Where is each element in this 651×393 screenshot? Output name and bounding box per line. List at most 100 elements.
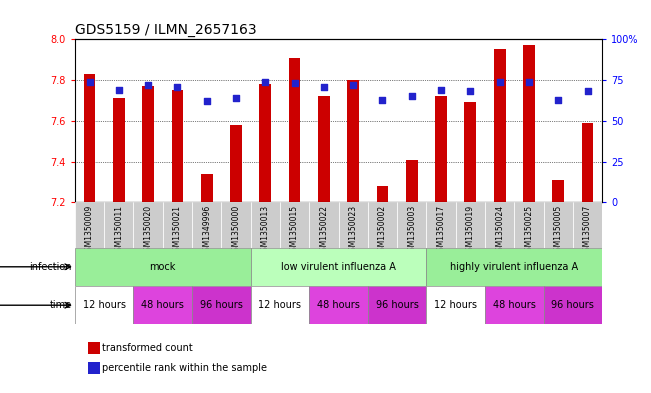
Bar (368, 286, 426, 325)
Bar (251, 202, 280, 248)
Text: GSM1350025: GSM1350025 (525, 205, 533, 256)
Point (495, 79, 505, 85)
Bar (426, 248, 602, 286)
Bar (133, 202, 163, 248)
Point (85, 79, 95, 85)
Point (553, 97, 564, 103)
Bar (436, 96, 447, 202)
Point (260, 79, 271, 85)
Text: GSM1350023: GSM1350023 (349, 205, 357, 256)
Bar (485, 202, 514, 248)
Point (202, 98, 212, 105)
Point (143, 82, 154, 88)
Text: GSM1350003: GSM1350003 (408, 205, 416, 256)
Bar (104, 202, 133, 248)
Text: GSM1350009: GSM1350009 (85, 205, 94, 256)
Bar (368, 202, 397, 248)
Text: time: time (49, 300, 72, 310)
Text: highly virulent influenza A: highly virulent influenza A (450, 262, 578, 272)
Text: 96 hours: 96 hours (376, 300, 419, 310)
Text: GSM1350020: GSM1350020 (144, 205, 152, 256)
Text: 48 hours: 48 hours (317, 300, 360, 310)
Bar (133, 286, 192, 325)
Bar (426, 202, 456, 248)
Bar (485, 286, 544, 325)
Bar (377, 186, 389, 202)
Bar (309, 286, 368, 325)
Point (378, 97, 388, 103)
Bar (465, 103, 477, 202)
Text: GSM1350011: GSM1350011 (115, 205, 123, 256)
Point (289, 80, 299, 86)
Bar (426, 286, 485, 325)
Text: 96 hours: 96 hours (551, 300, 594, 310)
Bar (552, 180, 564, 202)
Text: GSM1350021: GSM1350021 (173, 205, 182, 256)
Point (523, 79, 534, 85)
Point (406, 93, 417, 99)
Bar (75, 202, 104, 248)
Bar (280, 202, 309, 248)
Bar (289, 58, 301, 202)
Text: GSM1350000: GSM1350000 (232, 205, 240, 256)
Point (583, 88, 593, 95)
Text: GSM1350015: GSM1350015 (290, 205, 299, 256)
Point (465, 88, 476, 95)
Text: GSM1350013: GSM1350013 (261, 205, 270, 256)
Text: 96 hours: 96 hours (200, 300, 243, 310)
Bar (259, 84, 271, 202)
Text: GSM1350022: GSM1350022 (320, 205, 328, 256)
Bar (514, 202, 544, 248)
Bar (582, 123, 594, 202)
Text: GSM1349996: GSM1349996 (202, 205, 211, 256)
Text: GSM1350005: GSM1350005 (554, 205, 562, 256)
Bar (192, 202, 221, 248)
Bar (230, 125, 242, 202)
Point (173, 83, 183, 90)
Text: percentile rank within the sample: percentile rank within the sample (102, 363, 267, 373)
Text: GSM1350019: GSM1350019 (466, 205, 475, 256)
Bar (251, 248, 426, 286)
Bar (163, 202, 192, 248)
Bar (544, 286, 602, 325)
Bar (143, 86, 154, 202)
Text: 12 hours: 12 hours (83, 300, 126, 310)
Bar (113, 98, 125, 202)
Bar (397, 202, 426, 248)
Point (231, 95, 242, 101)
Bar (309, 202, 339, 248)
Bar (494, 50, 506, 202)
Text: low virulent influenza A: low virulent influenza A (281, 262, 396, 272)
Bar (406, 160, 418, 202)
Bar (544, 202, 573, 248)
Bar (348, 80, 359, 202)
Text: GSM1350007: GSM1350007 (583, 205, 592, 256)
Point (436, 87, 447, 93)
Bar (251, 286, 309, 325)
Point (319, 83, 329, 90)
Text: 12 hours: 12 hours (434, 300, 477, 310)
Text: GSM1350024: GSM1350024 (495, 205, 504, 256)
Point (114, 87, 124, 93)
Text: mock: mock (150, 262, 176, 272)
Text: GSM1350002: GSM1350002 (378, 205, 387, 256)
Bar (75, 286, 133, 325)
Text: 12 hours: 12 hours (258, 300, 301, 310)
Text: GSM1350017: GSM1350017 (437, 205, 445, 256)
Bar (201, 174, 213, 202)
Bar (339, 202, 368, 248)
Text: 48 hours: 48 hours (493, 300, 536, 310)
Text: infection: infection (29, 262, 72, 272)
Text: 48 hours: 48 hours (141, 300, 184, 310)
Bar (172, 90, 184, 202)
Bar (84, 74, 96, 202)
Bar (318, 96, 329, 202)
Bar (573, 202, 602, 248)
Point (348, 82, 358, 88)
Bar (192, 286, 251, 325)
Text: GDS5159 / ILMN_2657163: GDS5159 / ILMN_2657163 (75, 23, 256, 37)
Bar (523, 46, 535, 202)
Bar (75, 248, 251, 286)
Text: transformed count: transformed count (102, 343, 193, 353)
Bar (456, 202, 485, 248)
